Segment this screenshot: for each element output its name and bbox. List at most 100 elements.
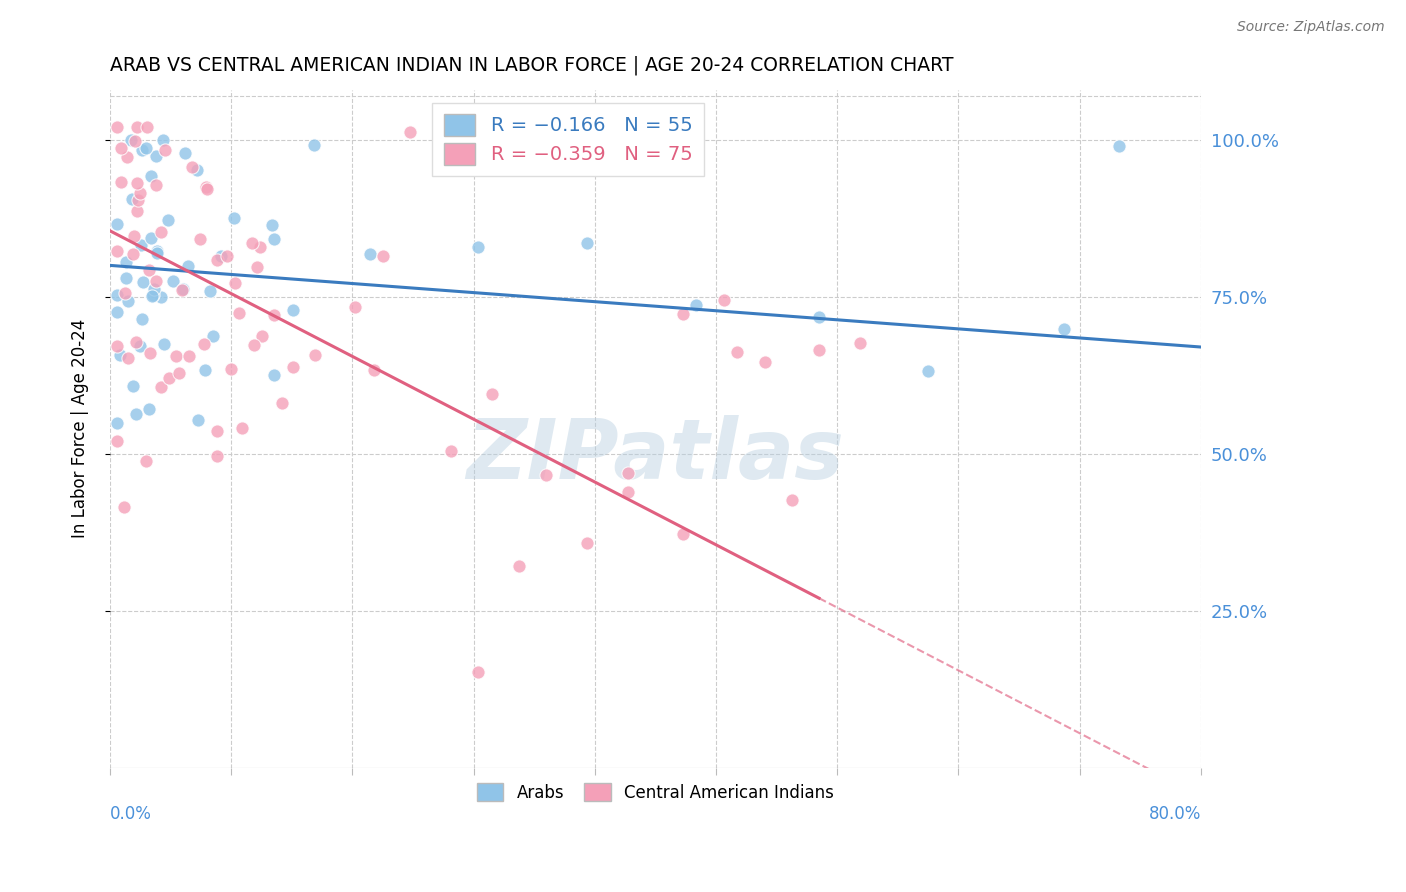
Point (170, 283, 193, 297)
Point (780, 492, 803, 507)
Text: Source: ZipAtlas.com: Source: ZipAtlas.com (1237, 20, 1385, 34)
Point (194, 179, 217, 194)
Point (240, 235, 263, 250)
Point (146, 246, 169, 260)
Point (685, 297, 707, 311)
Point (105, 434, 128, 449)
Point (219, 362, 242, 376)
Point (228, 305, 250, 319)
Point (263, 308, 285, 322)
Point (180, 160, 202, 174)
Point (114, 285, 136, 300)
Point (122, 379, 145, 393)
Point (129, 237, 152, 252)
Point (131, 311, 153, 326)
Point (198, 284, 221, 298)
Point (243, 338, 266, 352)
Point (481, 387, 503, 401)
Point (536, 468, 558, 483)
Point (141, 231, 163, 245)
Point (105, 244, 128, 259)
Point (576, 535, 599, 549)
Point (304, 348, 326, 362)
Point (1053, 322, 1076, 336)
Point (117, 294, 139, 309)
Point (363, 363, 385, 377)
Point (231, 421, 253, 435)
Point (209, 249, 232, 263)
Point (281, 302, 304, 317)
Point (131, 143, 153, 157)
Point (145, 149, 167, 163)
Point (105, 305, 128, 319)
Point (105, 339, 128, 353)
Point (176, 259, 198, 273)
Point (127, 176, 149, 190)
Point (186, 163, 208, 178)
Point (808, 310, 831, 324)
Point (188, 232, 211, 246)
Point (153, 144, 176, 158)
Point (150, 380, 173, 394)
Point (127, 193, 149, 207)
Point (117, 351, 139, 365)
Point (125, 203, 148, 218)
Point (224, 211, 246, 225)
Point (304, 137, 326, 152)
Point (576, 235, 599, 250)
Point (139, 169, 162, 183)
Point (371, 249, 394, 263)
Point (110, 176, 132, 190)
Point (508, 558, 530, 573)
Point (224, 276, 246, 290)
Point (108, 347, 131, 361)
Point (110, 141, 132, 155)
Point (165, 349, 187, 363)
Point (440, 443, 463, 458)
Point (187, 413, 209, 427)
Text: ZIPatlas: ZIPatlas (467, 416, 845, 496)
Point (149, 225, 172, 239)
Point (135, 120, 157, 135)
Point (207, 424, 229, 438)
Point (917, 364, 939, 378)
Point (135, 454, 157, 468)
Point (105, 120, 128, 135)
Point (617, 466, 640, 480)
Point (141, 289, 163, 303)
Point (153, 337, 176, 351)
Point (725, 344, 748, 359)
Point (270, 396, 292, 410)
Point (249, 240, 271, 254)
Text: 0.0%: 0.0% (110, 805, 152, 823)
Point (246, 260, 269, 275)
Point (152, 133, 174, 147)
Point (146, 244, 169, 258)
Point (114, 254, 136, 268)
Point (149, 289, 172, 303)
Point (399, 125, 422, 139)
Point (467, 665, 489, 679)
Point (260, 218, 283, 232)
Point (672, 306, 695, 320)
Point (344, 300, 367, 314)
Point (121, 192, 143, 206)
Point (138, 402, 160, 417)
Point (467, 240, 489, 254)
Point (202, 329, 225, 343)
Point (128, 186, 150, 200)
Point (105, 417, 128, 431)
Point (263, 368, 285, 382)
Point (143, 282, 166, 296)
Point (359, 246, 381, 260)
Point (125, 407, 148, 421)
Point (174, 146, 197, 161)
Point (205, 252, 228, 267)
Point (122, 247, 145, 261)
Point (157, 371, 180, 385)
Point (105, 287, 128, 301)
Point (132, 275, 155, 289)
Point (195, 181, 218, 195)
Point (754, 355, 776, 369)
Point (215, 249, 238, 263)
